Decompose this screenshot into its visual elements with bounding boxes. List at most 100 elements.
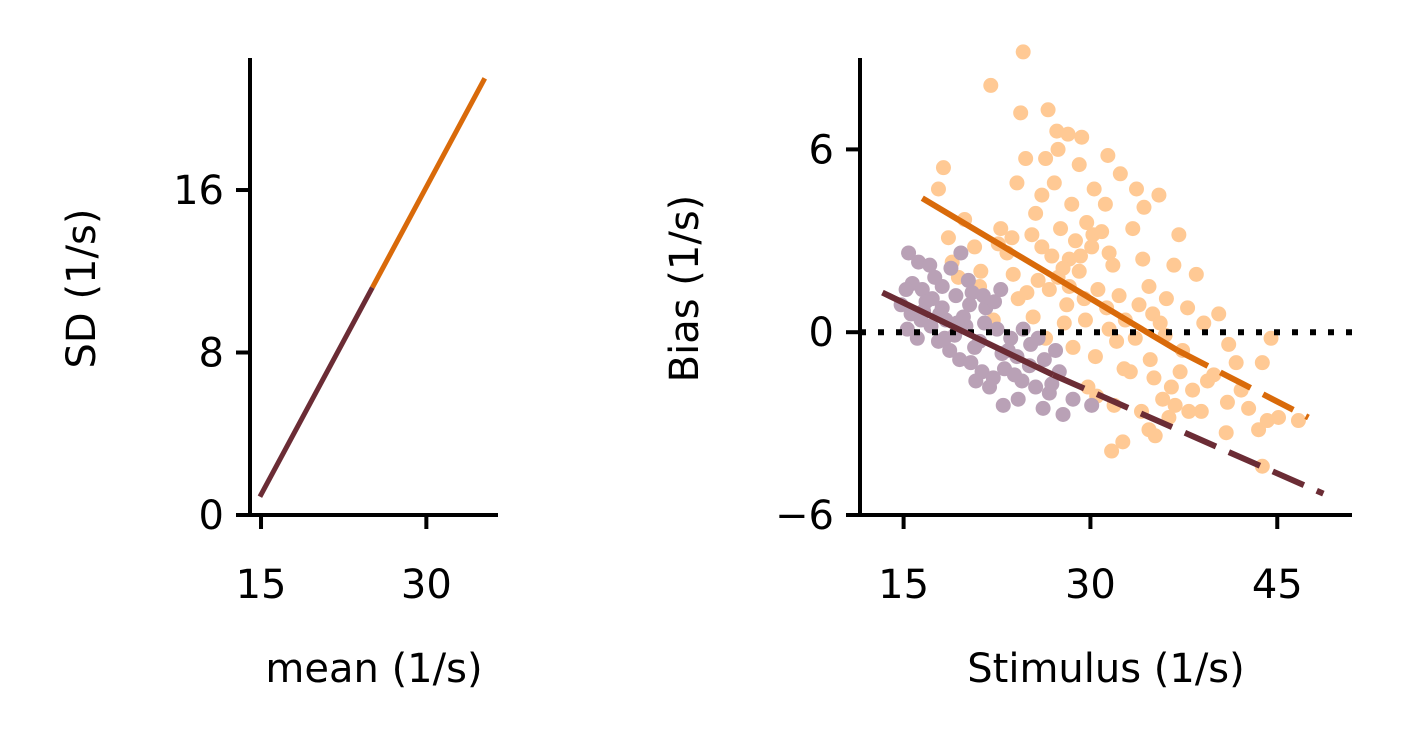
scatter-point-orange: [1188, 266, 1204, 282]
x-tick-label: 45: [1252, 562, 1303, 608]
scatter-point-orange: [1084, 239, 1100, 255]
scatter-point-orange: [1086, 181, 1102, 197]
scatter-point-purple: [1065, 391, 1081, 407]
orange-fit-dashed: [1176, 347, 1310, 421]
scatter-point-purple: [943, 260, 959, 276]
scatter-point-orange: [1181, 403, 1197, 419]
scatter-point-orange: [1090, 282, 1106, 298]
scatter-point-purple: [967, 339, 983, 355]
y-tick-label: 0: [809, 310, 834, 356]
scatter-point-orange: [1015, 44, 1031, 60]
y-tick-label: −6: [775, 493, 834, 539]
scatter-point-purple: [977, 315, 993, 331]
y-tick-label: 8: [199, 331, 224, 377]
scatter-point-orange: [930, 181, 946, 197]
series-line-2: [370, 77, 487, 289]
scatter-point-orange: [1071, 157, 1087, 173]
scatter-point-orange: [1163, 379, 1179, 395]
scatter-point-orange: [1211, 306, 1227, 322]
scatter-point-orange: [1104, 443, 1120, 459]
scatter-point-orange: [1050, 141, 1066, 157]
scatter-point-purple: [909, 330, 925, 346]
scatter-point-purple: [1048, 342, 1064, 358]
scatter-point-orange: [1254, 355, 1270, 371]
scatter-point-purple: [927, 269, 943, 285]
scatter-point-orange: [1046, 175, 1062, 191]
scatter-point-purple: [982, 379, 998, 395]
scatter-point-orange: [1122, 364, 1138, 380]
scatter-point-orange: [1064, 196, 1080, 212]
scatter-point-orange: [1053, 221, 1069, 237]
scatter-point-orange: [967, 239, 983, 255]
scatter-point-orange: [1013, 105, 1029, 121]
orange-fit-solid: [920, 195, 1180, 354]
scatter-point-orange: [1135, 251, 1151, 267]
scatter-point-orange: [1097, 196, 1113, 212]
scatter-point-orange: [1111, 288, 1127, 304]
scatter-point-orange: [1072, 248, 1088, 264]
purple-fit-solid: [881, 289, 1055, 378]
scatter-point-orange: [1172, 364, 1188, 380]
y-tick-label: 0: [199, 493, 224, 539]
scatter-point-orange: [1219, 394, 1235, 410]
scatter-point-orange: [1018, 151, 1034, 167]
scatter-point-purple: [953, 245, 969, 261]
scatter-point-purple: [1010, 391, 1026, 407]
scatter-point-purple: [963, 355, 979, 371]
scatter-point-orange: [1290, 413, 1306, 429]
scatter-point-purple: [1044, 376, 1060, 392]
scatter-point-orange: [1112, 166, 1128, 182]
scatter-point-orange: [1193, 403, 1209, 419]
scatter-point-orange: [1079, 215, 1095, 231]
scatter-point-orange: [983, 77, 999, 93]
scatter-point-orange: [1044, 248, 1060, 264]
scatter-point-orange: [1034, 187, 1050, 203]
scatter-point-purple: [993, 282, 1009, 298]
scatter-point-orange: [1171, 227, 1187, 243]
scatter-point-orange: [993, 221, 1009, 237]
series-line-1: [257, 286, 375, 498]
scatter-point-purple: [948, 288, 964, 304]
y-tick-label: 16: [173, 168, 224, 214]
scatter-point-orange: [1094, 224, 1110, 240]
scatter-point-orange: [1105, 257, 1121, 273]
scatter-point-purple: [937, 330, 953, 346]
scatter-point-orange: [1180, 300, 1196, 316]
y-axis-label: Bias (1/s): [662, 195, 708, 383]
scatter-point-purple: [1035, 400, 1051, 416]
scatter-point-purple: [1028, 379, 1044, 395]
scatter-point-orange: [1125, 221, 1141, 237]
scatter-point-orange: [1115, 434, 1131, 450]
scatter-point-orange: [1136, 199, 1152, 215]
left-panel-sd-vs-mean: 0 8 16 15 30 mean (1/s) SD (1/s): [59, 58, 498, 692]
scatter-point-orange: [1151, 187, 1167, 203]
scatter-point-purple: [1036, 352, 1052, 368]
scatter-point-orange: [1152, 315, 1168, 331]
scatter-point-orange: [1004, 230, 1020, 246]
scatter-point-purple: [1006, 367, 1022, 383]
scatter-point-orange: [1221, 336, 1237, 352]
scatter-point-orange: [1241, 400, 1257, 416]
scatter-point-orange: [935, 160, 951, 176]
scatter-point-orange: [1228, 355, 1244, 371]
scatter-point-orange: [940, 230, 956, 246]
scatter-point-orange: [1071, 263, 1087, 279]
x-axis-label: mean (1/s): [265, 646, 482, 692]
scatter-point-purple: [975, 288, 991, 304]
scatter-point-orange: [973, 263, 989, 279]
scatter-point-orange: [1185, 382, 1201, 398]
x-tick-label: 15: [236, 562, 287, 608]
scatter-point-orange: [1259, 413, 1275, 429]
y-axis-label: SD (1/s): [59, 209, 105, 369]
scatter-point-purple: [989, 321, 1005, 337]
scatter-point-purple: [898, 282, 914, 298]
scatter-point-orange: [1131, 297, 1147, 313]
scatter-point-orange: [1009, 175, 1025, 191]
x-axis-label: Stimulus (1/s): [967, 646, 1245, 692]
scatter-point-orange: [1109, 333, 1125, 349]
scatter-point-purple: [899, 321, 915, 337]
x-tick-label: 30: [401, 562, 452, 608]
scatter-point-orange: [1077, 312, 1093, 328]
scatter-point-orange: [1155, 391, 1171, 407]
